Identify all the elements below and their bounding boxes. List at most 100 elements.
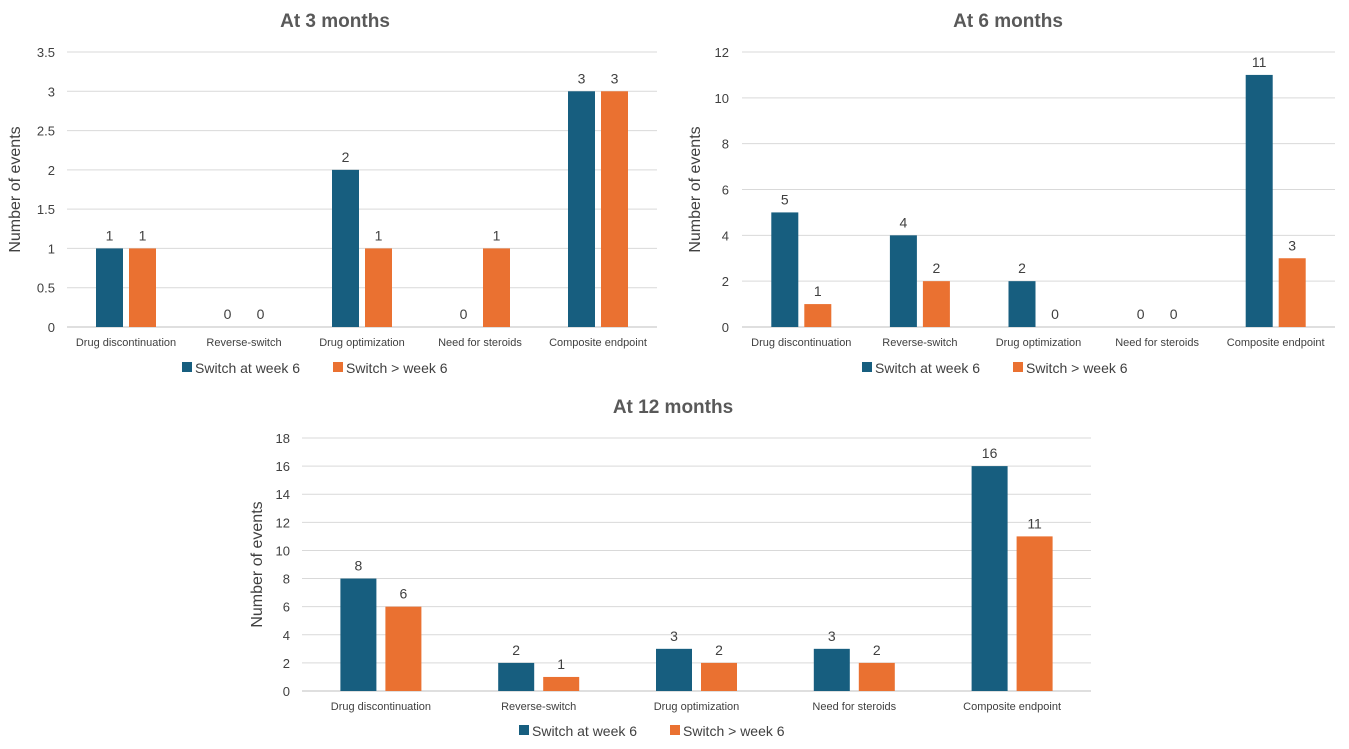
data-label: 3 — [828, 628, 836, 644]
y-tick-label: 1 — [48, 241, 55, 256]
x-category-label: Need for steroids — [1115, 337, 1199, 349]
x-category-label: Need for steroids — [438, 337, 522, 349]
data-label: 2 — [512, 642, 520, 658]
y-tick-label: 4 — [283, 628, 290, 643]
y-tick-label: 0 — [48, 320, 55, 335]
y-axis-label: Number of events — [249, 501, 266, 627]
chart-panel-1: At 3 months 0 0.5 1 1.5 2 2.5 3 3.5 Number of eve… — [7, 11, 657, 376]
legend-label: Switch at week 6 — [195, 360, 300, 376]
legend-swatch — [862, 362, 872, 372]
y-tick-label: 8 — [722, 137, 729, 152]
data-label: 2 — [933, 260, 941, 276]
y-tick-label: 2 — [722, 274, 729, 289]
bar-switch-at-week-6 — [332, 169, 359, 327]
bar-switch-at-week-6 — [971, 466, 1008, 691]
data-label: 3 — [670, 628, 678, 644]
bar-switch-after-week-6 — [483, 248, 510, 327]
bar-switch-at-week-6 — [1245, 74, 1273, 328]
y-tick-label: 16 — [276, 459, 290, 474]
data-label: 1 — [557, 656, 565, 672]
data-label: 16 — [982, 445, 998, 461]
y-tick-label: 0 — [283, 684, 290, 699]
data-label: 8 — [355, 558, 363, 574]
chart-title: At 3 months — [280, 11, 390, 32]
legend-label: Switch > week 6 — [346, 360, 448, 376]
bar-switch-after-week-6 — [1278, 258, 1306, 327]
x-category-label: Drug discontinuation — [76, 337, 176, 349]
y-tick-label: 10 — [276, 543, 290, 558]
data-label: 0 — [257, 306, 265, 322]
y-axis-label: Number of events — [687, 126, 704, 252]
y-tick-label: 10 — [715, 91, 729, 106]
bar-switch-after-week-6 — [922, 281, 950, 327]
bar-switch-after-week-6 — [1016, 536, 1053, 691]
bar-switch-at-week-6 — [889, 235, 917, 327]
data-label: 1 — [139, 227, 147, 243]
y-tick-label: 6 — [722, 183, 729, 198]
bar-switch-after-week-6 — [858, 662, 895, 691]
y-tick-label: 0 — [722, 320, 729, 335]
bar-switch-after-week-6 — [804, 304, 832, 327]
y-tick-label: 0.5 — [37, 281, 55, 296]
y-tick-label: 18 — [276, 431, 290, 446]
bar-switch-after-week-6 — [601, 91, 628, 328]
y-tick-label: 2 — [48, 163, 55, 178]
data-label: 1 — [375, 227, 383, 243]
bar-switch-after-week-6 — [701, 662, 737, 691]
bar-switch-after-week-6 — [129, 248, 156, 327]
bar-switch-at-week-6 — [656, 648, 692, 691]
bar-switch-after-week-6 — [385, 606, 422, 691]
legend-swatch — [670, 725, 680, 735]
bar-switch-after-week-6 — [543, 676, 580, 691]
bar-switch-at-week-6 — [568, 91, 595, 328]
data-label: 2 — [715, 642, 723, 658]
data-label: 3 — [578, 70, 586, 86]
legend-swatch — [519, 725, 529, 735]
bar-switch-at-week-6 — [96, 248, 123, 327]
data-label: 2 — [1018, 260, 1026, 276]
y-tick-label: 12 — [276, 515, 290, 530]
x-category-label: Need for steroids — [812, 701, 896, 713]
data-label: 6 — [400, 586, 408, 602]
y-tick-label: 6 — [283, 600, 290, 615]
y-tick-label: 8 — [283, 572, 290, 587]
bar-switch-at-week-6 — [1008, 281, 1036, 327]
legend-label: Switch > week 6 — [1026, 360, 1128, 376]
data-label: 0 — [1137, 306, 1145, 322]
x-category-label: Reverse-switch — [882, 337, 957, 349]
data-label: 5 — [781, 191, 789, 207]
data-label: 0 — [1051, 306, 1059, 322]
data-label: 3 — [1288, 237, 1296, 253]
x-category-label: Drug discontinuation — [331, 701, 431, 713]
x-category-label: Reverse-switch — [501, 701, 576, 713]
x-category-label: Reverse-switch — [206, 337, 281, 349]
data-label: 3 — [611, 70, 619, 86]
legend-label: Switch at week 6 — [532, 723, 637, 739]
bar-switch-at-week-6 — [813, 648, 850, 691]
bar-switch-at-week-6 — [771, 212, 799, 327]
data-label: 2 — [342, 149, 350, 165]
x-category-label: Composite endpoint — [1227, 337, 1325, 349]
data-label: 1 — [814, 283, 822, 299]
legend-swatch — [1013, 362, 1023, 372]
y-tick-label: 3 — [48, 84, 55, 99]
x-category-label: Drug discontinuation — [751, 337, 851, 349]
data-label: 4 — [900, 214, 908, 230]
y-tick-label: 4 — [722, 228, 729, 243]
data-label: 1 — [493, 227, 501, 243]
y-tick-label: 12 — [715, 45, 729, 60]
legend-swatch — [333, 362, 343, 372]
y-tick-label: 1.5 — [37, 202, 55, 217]
chart-title: At 6 months — [953, 11, 1063, 32]
x-category-label: Composite endpoint — [963, 701, 1061, 713]
legend-label: Switch at week 6 — [875, 360, 980, 376]
bar-switch-at-week-6 — [498, 662, 535, 691]
bar-switch-at-week-6 — [340, 578, 377, 691]
y-tick-label: 14 — [276, 487, 290, 502]
x-category-label: Drug optimization — [654, 701, 740, 713]
data-label: 11 — [1027, 515, 1042, 531]
y-tick-label: 2.5 — [37, 124, 55, 139]
